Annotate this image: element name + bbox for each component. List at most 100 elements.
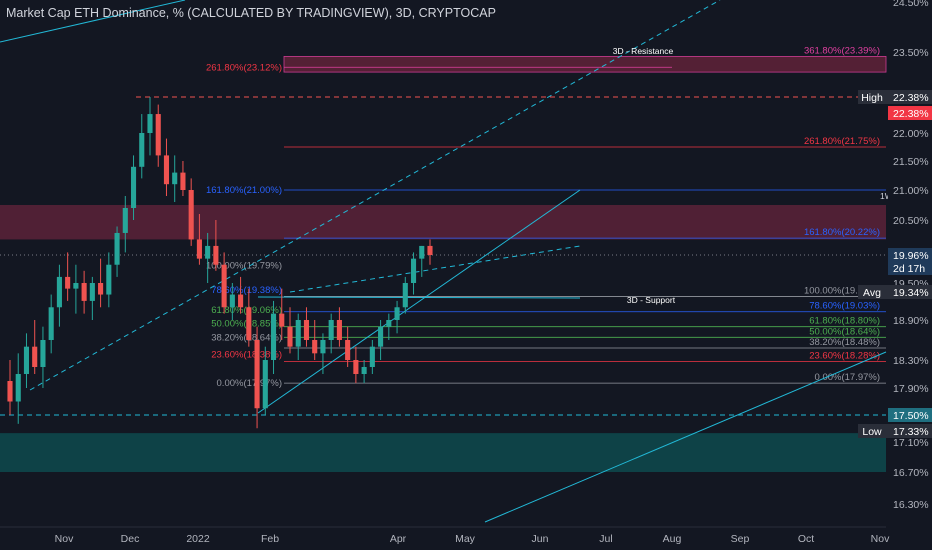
candle-body (402, 283, 408, 308)
y-tick-label: 16.70% (893, 467, 929, 479)
candle-body (15, 374, 21, 402)
price-label-box (888, 261, 932, 275)
channel-line (289, 245, 581, 293)
price-label-box (888, 106, 932, 120)
candle-body (394, 307, 400, 320)
y-tick-label: 17.10% (893, 437, 929, 449)
price-label-box (888, 90, 932, 104)
y-tick-label: 24.50% (893, 0, 929, 9)
candle-body (81, 283, 87, 301)
fib-right-label: 78.60%(19.03%) (809, 301, 880, 312)
candle-body (98, 283, 104, 295)
channel-line (0, 0, 186, 43)
fib-right-label: 261.80%(21.75%) (804, 136, 880, 147)
price-label-tag-box (858, 424, 888, 438)
candle-body (246, 307, 252, 340)
price-label-value: 2d 17h (893, 263, 925, 275)
candle-body (410, 258, 417, 283)
candle-body (213, 245, 219, 265)
candle-body (328, 320, 334, 340)
candle-body (345, 340, 351, 360)
candle-body (122, 208, 128, 233)
y-tick-label: 22.00% (893, 128, 929, 140)
price-label-box (888, 285, 932, 299)
fib-right-label: 161.80%(20.22%) (804, 227, 880, 238)
candle-body (320, 340, 326, 354)
price-label-value: 17.33% (893, 426, 929, 438)
candle-body (196, 239, 202, 259)
candle-body (361, 367, 367, 374)
candle-body (270, 313, 277, 360)
candle-body (287, 326, 293, 347)
candle-body (65, 276, 71, 289)
timeframe-annotation: 1W (880, 191, 893, 201)
price-label-tag: Avg (863, 287, 881, 299)
candle-body (155, 114, 161, 156)
candle-body (172, 172, 178, 185)
x-tick-label: Nov (871, 533, 890, 545)
candle-body (147, 114, 153, 133)
price-label-value: 22.38% (893, 92, 929, 104)
x-tick-label: 2022 (186, 533, 210, 545)
candle-body (130, 166, 137, 208)
candle-body (32, 346, 38, 367)
fib-right-label: 38.20%(18.48%) (809, 337, 880, 348)
x-tick-label: Aug (663, 533, 682, 545)
price-label-tag: Low (862, 426, 882, 438)
price-label-value: 19.96% (893, 250, 929, 262)
fib-right-label: 361.80%(23.39%) (804, 45, 880, 56)
y-tick-label: 23.50% (893, 47, 929, 59)
price-label-tag: High (861, 92, 883, 104)
candle-body (303, 320, 310, 340)
candle-body (369, 346, 375, 367)
y-tick-label: 20.50% (893, 215, 929, 227)
y-tick-label: 17.90% (893, 383, 929, 395)
candle-body (279, 313, 285, 327)
price-label-value: 17.50% (893, 410, 929, 422)
price-label-value: 22.38% (893, 108, 929, 120)
price-label-box (888, 408, 932, 422)
support-zone (0, 433, 886, 472)
candle-body (205, 245, 211, 259)
candle-body (180, 172, 186, 190)
fib-right-label: 0.00%(17.97%) (815, 372, 880, 383)
price-label-box (888, 424, 932, 438)
x-tick-label: Apr (390, 533, 407, 545)
candle-body (163, 155, 170, 185)
candle-body (188, 190, 194, 240)
fib-left-label: 78.60%(19.38%) (211, 285, 282, 296)
candle-body (336, 320, 342, 340)
candle-body (254, 340, 260, 409)
fib-left-label: 161.80%(21.00%) (206, 185, 282, 196)
resistance-zone (0, 205, 886, 240)
candle-body (419, 245, 425, 259)
x-tick-label: Sep (731, 533, 750, 545)
candle-body (23, 346, 30, 374)
x-tick-label: May (455, 533, 476, 545)
candle-body (7, 381, 13, 402)
fib-left-label: 100.00%(19.79%) (206, 260, 282, 271)
candle-body (386, 320, 392, 327)
chart-title: Market Cap ETH Dominance, % (CALCULATED … (6, 6, 496, 20)
fib-left-label: 261.80%(23.12%) (206, 62, 282, 73)
candle-body (229, 294, 235, 308)
fib-left-label: 23.60%(18.38%) (211, 350, 282, 361)
candle-body (139, 133, 145, 167)
candle-body (238, 294, 244, 308)
y-tick-label: 21.50% (893, 156, 929, 168)
fib-right-label: 23.60%(18.28%) (809, 350, 880, 361)
candle-body (73, 283, 79, 289)
y-tick-label: 18.30% (893, 355, 929, 367)
resistance-annotation: 3D - Resistance (613, 46, 674, 56)
candle-body (427, 245, 433, 255)
candle-body (48, 307, 54, 340)
candle-body (89, 283, 95, 301)
resistance-box (283, 56, 887, 73)
support-annotation: 3D - Support (627, 295, 676, 305)
candle-body (56, 276, 62, 308)
x-tick-label: Dec (121, 533, 140, 545)
fib-left-label: 0.00%(17.97%) (217, 378, 282, 389)
fib-right-label: 100.00%(19.27%) (804, 285, 880, 296)
y-tick-label: 16.30% (893, 499, 929, 511)
